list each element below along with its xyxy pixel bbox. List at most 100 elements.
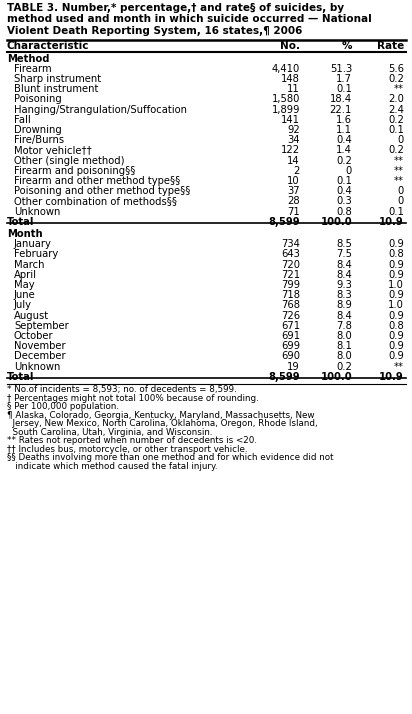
Text: Sharp instrument: Sharp instrument [14, 74, 101, 84]
Text: 19: 19 [287, 361, 300, 371]
Text: 0.1: 0.1 [388, 125, 404, 135]
Text: 0.1: 0.1 [336, 176, 352, 186]
Text: 0: 0 [398, 196, 404, 206]
Text: Jersey, New Mexico, North Carolina, Oklahoma, Oregon, Rhode Island,: Jersey, New Mexico, North Carolina, Okla… [7, 420, 318, 428]
Text: Motor vehicle††: Motor vehicle†† [14, 146, 92, 156]
Text: TABLE 3. Number,* percentage,† and rate§ of suicides, by: TABLE 3. Number,* percentage,† and rate§… [7, 3, 344, 13]
Text: Firearm: Firearm [14, 64, 52, 74]
Text: 0.4: 0.4 [336, 135, 352, 145]
Text: 8.4: 8.4 [336, 260, 352, 270]
Text: 4,410: 4,410 [272, 64, 300, 74]
Text: 8,599: 8,599 [268, 217, 300, 227]
Text: 2: 2 [294, 166, 300, 176]
Text: 8.4: 8.4 [336, 270, 352, 280]
Text: 2.0: 2.0 [388, 94, 404, 104]
Text: June: June [14, 290, 36, 300]
Text: 0.9: 0.9 [388, 239, 404, 249]
Text: 0.4: 0.4 [336, 186, 352, 196]
Text: 643: 643 [281, 249, 300, 259]
Text: No.: No. [280, 41, 300, 51]
Text: ** Rates not reported when number of decedents is <20.: ** Rates not reported when number of dec… [7, 436, 257, 446]
Text: 100.0: 100.0 [321, 217, 352, 227]
Text: August: August [14, 311, 49, 321]
Text: Hanging/Strangulation/Suffocation: Hanging/Strangulation/Suffocation [14, 104, 187, 114]
Text: 1.7: 1.7 [336, 74, 352, 84]
Text: Fall: Fall [14, 115, 31, 125]
Text: 0.2: 0.2 [336, 156, 352, 166]
Text: April: April [14, 270, 37, 280]
Text: 1.1: 1.1 [336, 125, 352, 135]
Text: South Carolina, Utah, Virginia, and Wisconsin.: South Carolina, Utah, Virginia, and Wisc… [7, 428, 213, 437]
Text: 8.3: 8.3 [336, 290, 352, 300]
Text: 51.3: 51.3 [330, 64, 352, 74]
Text: 0.9: 0.9 [388, 290, 404, 300]
Text: ¶ Alaska, Colorado, Georgia, Kentucky, Maryland, Massachusetts, New: ¶ Alaska, Colorado, Georgia, Kentucky, M… [7, 411, 314, 420]
Text: 0.2: 0.2 [388, 115, 404, 125]
Text: July: July [14, 301, 32, 311]
Text: **: ** [394, 84, 404, 94]
Text: Drowning: Drowning [14, 125, 62, 135]
Text: 2.4: 2.4 [388, 104, 404, 114]
Text: 8.0: 8.0 [336, 351, 352, 361]
Text: 1,580: 1,580 [272, 94, 300, 104]
Text: January: January [14, 239, 52, 249]
Text: March: March [14, 260, 44, 270]
Text: September: September [14, 321, 69, 331]
Text: 37: 37 [288, 186, 300, 196]
Text: †† Includes bus, motorcycle, or other transport vehicle.: †† Includes bus, motorcycle, or other tr… [7, 445, 248, 454]
Text: 1.0: 1.0 [388, 301, 404, 311]
Text: 22.1: 22.1 [330, 104, 352, 114]
Text: * No.of incidents = 8,593; no. of decedents = 8,599.: * No.of incidents = 8,593; no. of decede… [7, 386, 237, 394]
Text: 0: 0 [398, 186, 404, 196]
Text: 1,899: 1,899 [272, 104, 300, 114]
Text: 0.9: 0.9 [388, 260, 404, 270]
Text: 9.3: 9.3 [336, 280, 352, 290]
Text: 14: 14 [288, 156, 300, 166]
Text: 734: 734 [281, 239, 300, 249]
Text: Month: Month [7, 229, 42, 239]
Text: Firearm and other method type§§: Firearm and other method type§§ [14, 176, 180, 186]
Text: 0.1: 0.1 [388, 206, 404, 216]
Text: 0.8: 0.8 [336, 206, 352, 216]
Text: Total: Total [7, 372, 34, 382]
Text: **: ** [394, 176, 404, 186]
Text: October: October [14, 331, 54, 341]
Text: 0: 0 [346, 166, 352, 176]
Text: Blunt instrument: Blunt instrument [14, 84, 98, 94]
Text: Unknown: Unknown [14, 361, 61, 371]
Text: 726: 726 [281, 311, 300, 321]
Text: 8.0: 8.0 [336, 331, 352, 341]
Text: December: December [14, 351, 66, 361]
Text: 721: 721 [281, 270, 300, 280]
Text: 8.9: 8.9 [336, 301, 352, 311]
Text: 10.9: 10.9 [379, 217, 404, 227]
Text: 100.0: 100.0 [321, 372, 352, 382]
Text: Poisoning and other method type§§: Poisoning and other method type§§ [14, 186, 190, 196]
Text: 0.9: 0.9 [388, 331, 404, 341]
Text: 0.9: 0.9 [388, 311, 404, 321]
Text: 8.1: 8.1 [336, 341, 352, 351]
Text: 92: 92 [287, 125, 300, 135]
Text: § Per 100,000 population.: § Per 100,000 population. [7, 403, 119, 411]
Text: † Percentages might not total 100% because of rounding.: † Percentages might not total 100% becau… [7, 394, 259, 403]
Text: **: ** [394, 166, 404, 176]
Text: 0.9: 0.9 [388, 351, 404, 361]
Text: Fire/Burns: Fire/Burns [14, 135, 64, 145]
Text: 0.2: 0.2 [336, 361, 352, 371]
Text: May: May [14, 280, 35, 290]
Text: 0.3: 0.3 [336, 196, 352, 206]
Text: Other combination of methods§§: Other combination of methods§§ [14, 196, 177, 206]
Text: 690: 690 [281, 351, 300, 361]
Text: 8.5: 8.5 [336, 239, 352, 249]
Text: **: ** [394, 156, 404, 166]
Text: 71: 71 [287, 206, 300, 216]
Text: 1.6: 1.6 [336, 115, 352, 125]
Text: 768: 768 [281, 301, 300, 311]
Text: indicate which method caused the fatal injury.: indicate which method caused the fatal i… [7, 462, 218, 471]
Text: 34: 34 [288, 135, 300, 145]
Text: 720: 720 [281, 260, 300, 270]
Text: 0.2: 0.2 [388, 146, 404, 156]
Text: Poisoning: Poisoning [14, 94, 62, 104]
Text: 0.9: 0.9 [388, 270, 404, 280]
Text: 122: 122 [281, 146, 300, 156]
